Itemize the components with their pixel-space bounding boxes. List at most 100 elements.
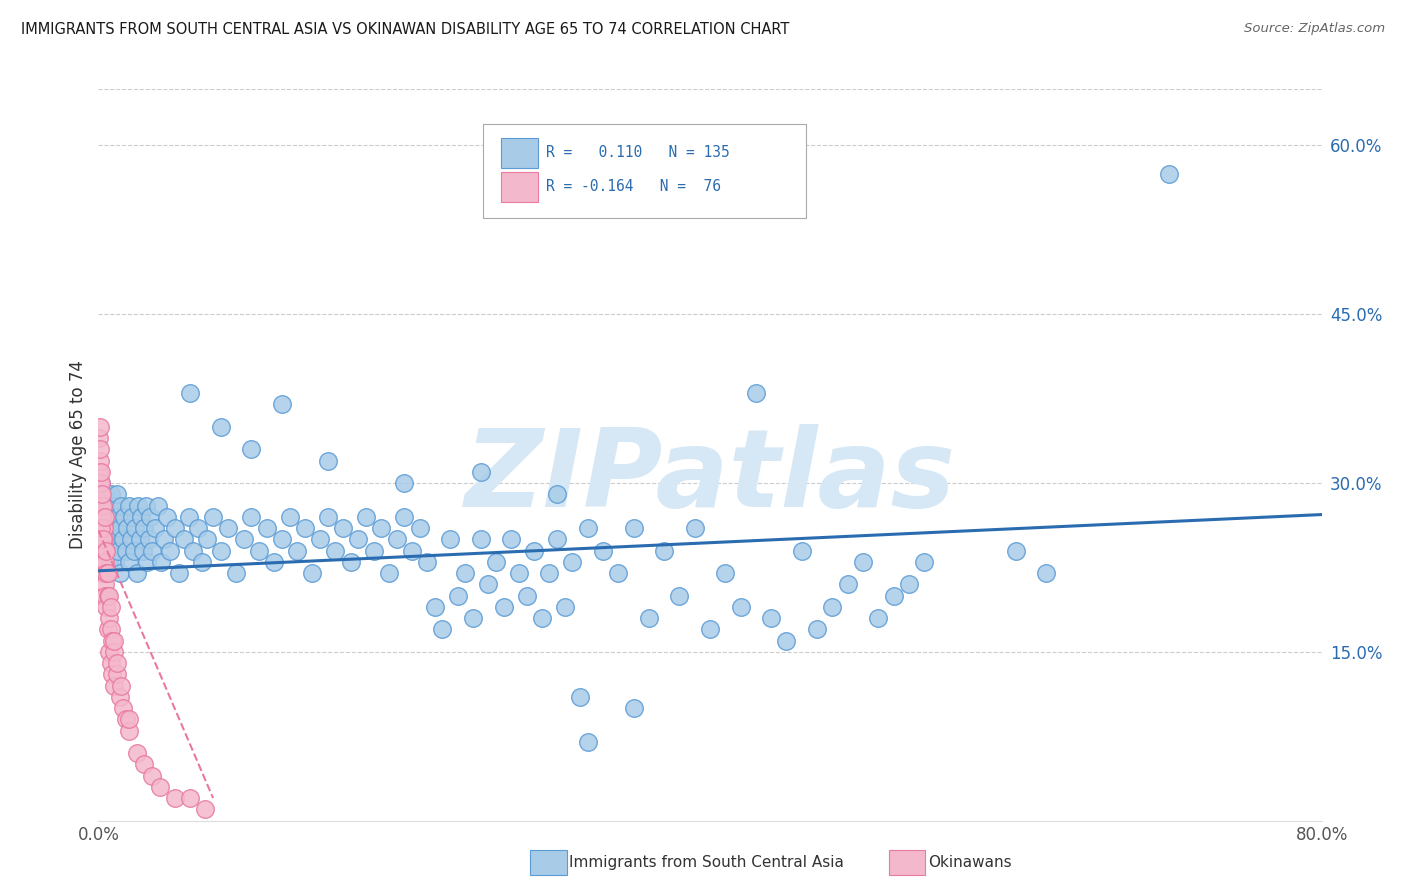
Point xyxy=(94,589,117,603)
Point xyxy=(100,623,122,637)
Point xyxy=(125,566,148,580)
Point xyxy=(105,487,128,501)
Point xyxy=(301,566,323,580)
Point xyxy=(285,543,308,558)
Point xyxy=(1035,566,1057,580)
Point xyxy=(98,645,121,659)
Point xyxy=(546,487,568,501)
Point xyxy=(316,453,339,467)
Point xyxy=(89,509,111,524)
Point xyxy=(607,566,630,580)
Text: R = -0.164   N =  76: R = -0.164 N = 76 xyxy=(546,179,721,194)
Point xyxy=(195,533,218,547)
Point xyxy=(177,509,200,524)
Point xyxy=(118,499,141,513)
Point xyxy=(97,533,120,547)
Point xyxy=(138,533,160,547)
Point xyxy=(94,521,117,535)
Point xyxy=(316,509,339,524)
Point xyxy=(309,533,332,547)
Point xyxy=(100,656,122,670)
Point xyxy=(837,577,859,591)
Text: Immigrants from South Central Asia: Immigrants from South Central Asia xyxy=(569,855,845,870)
Point xyxy=(561,555,583,569)
Text: ZIPatlas: ZIPatlas xyxy=(464,424,956,530)
Point xyxy=(128,533,150,547)
Point xyxy=(209,543,232,558)
Point xyxy=(89,453,111,467)
Point xyxy=(93,577,115,591)
Point xyxy=(93,533,115,547)
Point xyxy=(91,543,114,558)
Point xyxy=(163,521,186,535)
Point xyxy=(108,566,131,580)
Point xyxy=(121,509,143,524)
Point xyxy=(1157,167,1180,181)
Point xyxy=(103,633,125,648)
Point xyxy=(852,555,875,569)
Point xyxy=(129,509,152,524)
Point xyxy=(439,533,461,547)
Point xyxy=(256,521,278,535)
Point xyxy=(470,465,492,479)
Point xyxy=(89,499,111,513)
Point xyxy=(115,712,138,726)
Point xyxy=(136,555,159,569)
Point xyxy=(118,712,141,726)
Point xyxy=(554,599,576,614)
Point xyxy=(134,521,156,535)
Point xyxy=(105,667,128,681)
Point xyxy=(100,487,122,501)
Point xyxy=(90,533,112,547)
Point xyxy=(89,431,111,445)
Point xyxy=(122,543,145,558)
Point xyxy=(107,543,129,558)
Point xyxy=(98,555,121,569)
Point xyxy=(89,499,111,513)
Y-axis label: Disability Age 65 to 74: Disability Age 65 to 74 xyxy=(69,360,87,549)
Point xyxy=(91,509,114,524)
Point xyxy=(668,589,690,603)
Point xyxy=(124,521,146,535)
Point xyxy=(202,509,225,524)
Point xyxy=(294,521,316,535)
Point xyxy=(179,791,201,805)
Point xyxy=(156,509,179,524)
Point xyxy=(94,555,117,569)
Point xyxy=(883,589,905,603)
Point xyxy=(105,533,128,547)
Point xyxy=(354,509,377,524)
Point xyxy=(146,499,169,513)
Point xyxy=(530,611,553,625)
Point xyxy=(125,746,148,760)
Point xyxy=(103,499,125,513)
Point xyxy=(163,791,186,805)
Point xyxy=(623,521,645,535)
Point xyxy=(141,769,163,783)
Point xyxy=(714,566,737,580)
Point xyxy=(110,679,132,693)
Point xyxy=(90,521,112,535)
Point xyxy=(897,577,920,591)
Point xyxy=(89,476,111,491)
Point xyxy=(100,521,122,535)
Point xyxy=(912,555,935,569)
Point xyxy=(91,533,114,547)
Point xyxy=(454,566,477,580)
Point xyxy=(240,442,263,457)
Point xyxy=(93,555,115,569)
Point xyxy=(90,476,112,491)
Point xyxy=(108,690,131,704)
Point xyxy=(240,509,263,524)
Point xyxy=(90,509,112,524)
Point xyxy=(247,543,270,558)
Point xyxy=(98,611,121,625)
Point xyxy=(408,521,430,535)
Point xyxy=(91,566,114,580)
Point xyxy=(523,543,546,558)
Point xyxy=(105,656,128,670)
Point xyxy=(699,623,721,637)
Point xyxy=(143,521,166,535)
Point xyxy=(159,543,181,558)
Point xyxy=(93,487,115,501)
